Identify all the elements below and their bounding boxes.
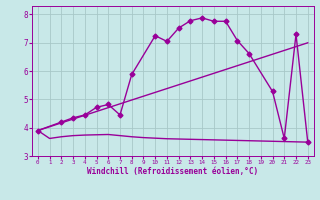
X-axis label: Windchill (Refroidissement éolien,°C): Windchill (Refroidissement éolien,°C) [87,167,258,176]
